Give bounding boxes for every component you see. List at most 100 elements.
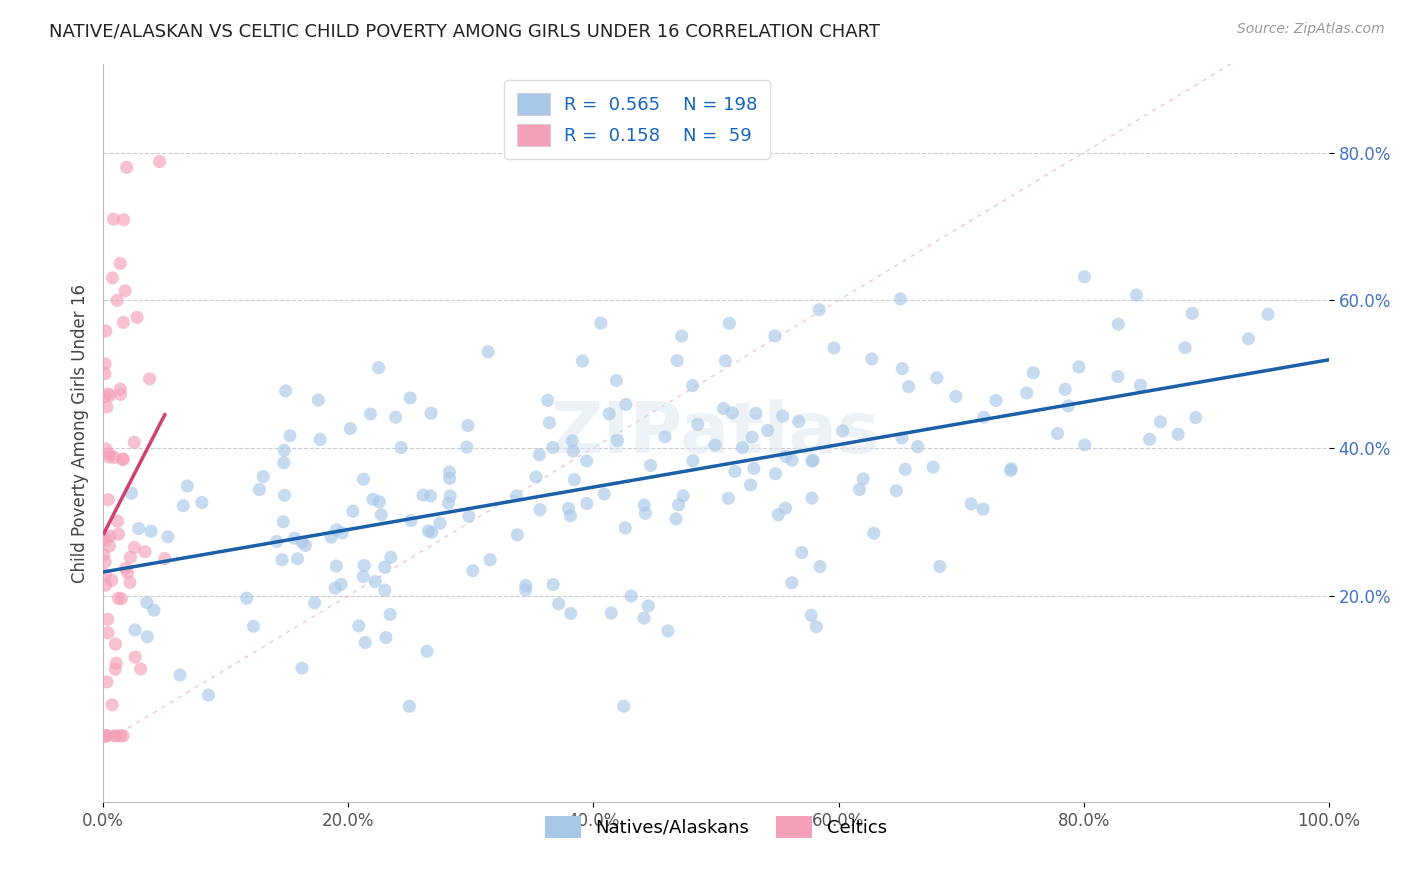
Point xyxy=(1054,382,1077,396)
Point xyxy=(682,378,704,392)
Point xyxy=(112,452,135,467)
Point xyxy=(115,161,138,175)
Point xyxy=(745,406,768,420)
Point xyxy=(129,662,152,676)
Point xyxy=(562,444,585,458)
Point xyxy=(860,351,883,366)
Point xyxy=(112,729,135,743)
Point xyxy=(124,650,146,665)
Point xyxy=(640,458,662,473)
Point xyxy=(1022,366,1045,380)
Point xyxy=(731,441,754,455)
Point xyxy=(972,502,994,516)
Point xyxy=(477,344,499,359)
Point xyxy=(1174,341,1197,355)
Point xyxy=(352,569,374,583)
Point xyxy=(370,508,392,522)
Point xyxy=(634,507,657,521)
Point xyxy=(775,450,797,464)
Point xyxy=(420,406,443,420)
Point xyxy=(419,489,441,503)
Point xyxy=(364,574,387,589)
Point xyxy=(672,489,695,503)
Point xyxy=(775,501,797,516)
Point xyxy=(375,631,398,645)
Point xyxy=(714,353,737,368)
Point xyxy=(524,470,547,484)
Point xyxy=(740,478,762,492)
Point xyxy=(353,472,375,486)
Point xyxy=(671,329,693,343)
Point xyxy=(384,410,406,425)
Point xyxy=(1067,359,1090,374)
Point xyxy=(657,624,679,638)
Point xyxy=(808,559,831,574)
Point xyxy=(717,491,740,506)
Point xyxy=(242,619,264,633)
Point xyxy=(1167,427,1189,442)
Point xyxy=(606,434,628,448)
Point xyxy=(98,447,121,461)
Point xyxy=(339,421,361,435)
Point xyxy=(294,538,316,552)
Point xyxy=(107,514,129,528)
Point xyxy=(110,382,132,396)
Point xyxy=(98,539,121,553)
Point xyxy=(149,154,172,169)
Point xyxy=(560,607,582,621)
Point xyxy=(456,440,478,454)
Point xyxy=(94,555,117,569)
Point xyxy=(291,535,314,549)
Point xyxy=(928,559,950,574)
Point xyxy=(398,699,420,714)
Point xyxy=(439,471,461,485)
Point xyxy=(538,416,561,430)
Point xyxy=(101,698,124,712)
Point xyxy=(1073,438,1095,452)
Point xyxy=(1000,462,1022,476)
Point xyxy=(330,525,353,540)
Point xyxy=(808,302,831,317)
Point xyxy=(897,379,920,393)
Point xyxy=(118,575,141,590)
Point xyxy=(142,603,165,617)
Point xyxy=(156,530,179,544)
Point xyxy=(1129,378,1152,392)
Point xyxy=(124,623,146,637)
Point xyxy=(1125,288,1147,302)
Point xyxy=(94,442,117,456)
Point xyxy=(633,611,655,625)
Point xyxy=(780,575,803,590)
Point xyxy=(666,353,689,368)
Point xyxy=(103,729,125,743)
Point xyxy=(1257,307,1279,321)
Point xyxy=(378,607,401,622)
Point xyxy=(134,545,156,559)
Point xyxy=(114,284,136,298)
Point xyxy=(1046,426,1069,441)
Point xyxy=(273,456,295,470)
Point xyxy=(93,548,115,562)
Point xyxy=(104,662,127,676)
Point xyxy=(439,489,461,503)
Point xyxy=(197,688,219,702)
Point xyxy=(323,581,346,595)
Point xyxy=(886,483,908,498)
Point xyxy=(110,591,132,606)
Point xyxy=(399,514,422,528)
Point xyxy=(823,341,845,355)
Point xyxy=(94,324,117,338)
Point xyxy=(94,357,117,371)
Point xyxy=(724,465,747,479)
Point xyxy=(575,497,598,511)
Point xyxy=(718,316,741,330)
Point xyxy=(665,512,688,526)
Point xyxy=(541,441,564,455)
Point xyxy=(172,499,194,513)
Point xyxy=(891,361,914,376)
Point xyxy=(354,635,377,649)
Point xyxy=(169,668,191,682)
Point xyxy=(94,533,117,547)
Point xyxy=(94,567,117,582)
Point xyxy=(479,553,502,567)
